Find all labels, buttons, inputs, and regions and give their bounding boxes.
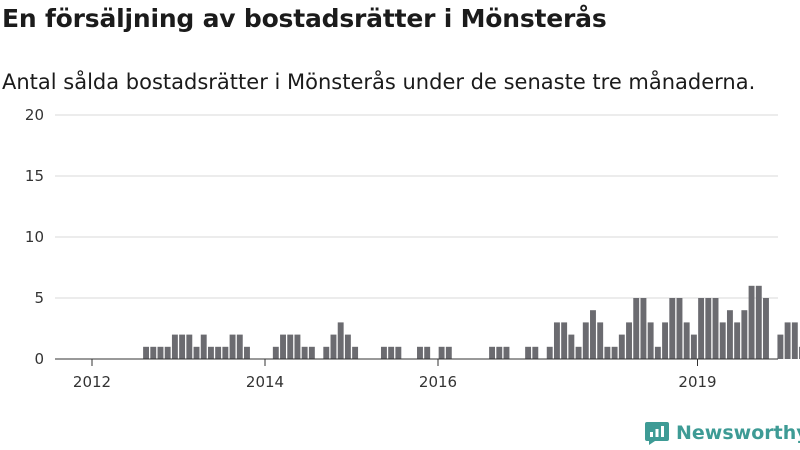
bar [280,334,286,359]
bar [763,298,769,359]
bar [164,346,171,359]
bar [791,322,798,359]
bar [590,310,596,359]
bar [438,346,445,359]
bar [445,346,452,359]
bar [496,346,503,359]
bar [143,346,150,359]
bar [215,346,222,359]
y-tick-label: 10 [25,228,44,246]
bar [287,334,294,359]
bar [712,298,719,359]
bar [633,298,640,359]
bar [755,285,762,359]
bar [171,334,178,359]
bar [741,310,748,359]
x-axis: 2012201420162019202120232025 [55,358,778,391]
gridlines: 0 5 10 15 20 [25,106,778,368]
bar [236,334,243,359]
bar [179,334,186,359]
bar [222,346,229,359]
bar [200,334,207,359]
newsworthy-logo: Newsworthy [644,420,800,446]
y-tick-label: 20 [25,106,44,124]
bar [726,310,733,359]
bar [546,346,553,359]
bar [734,322,741,359]
bar [647,322,654,359]
bar [193,346,200,359]
bar [553,322,560,359]
bar [323,346,330,359]
bar [690,334,697,359]
bar [748,285,755,359]
bar [272,346,279,359]
bar [229,334,236,359]
bar [662,322,669,359]
bar [640,298,647,359]
bar [308,346,315,359]
bar [532,346,539,359]
bar [344,334,351,359]
bar [777,334,784,359]
bar [626,322,632,359]
bar [654,346,661,359]
x-tick-label: 2012 [73,373,111,391]
bar [525,346,532,359]
bar [698,298,705,359]
bar [503,346,510,359]
bar [669,298,676,359]
y-tick-label: 15 [25,167,44,185]
bar [424,346,431,359]
bar [597,322,604,359]
bar [561,322,568,359]
bar [618,334,625,359]
bar [301,346,308,359]
bar [582,322,589,359]
bar-series [143,285,800,359]
bar [417,346,423,359]
bar [186,334,193,359]
bar [568,334,575,359]
bar [330,334,337,359]
chart-title: En försäljning av bostadsrätter i Mönste… [2,4,607,33]
bar [395,346,402,359]
bar [683,322,690,359]
bar [611,346,618,359]
brand-name: Newsworthy [676,422,800,444]
bar [150,346,157,359]
bar [784,322,791,359]
bar [575,346,582,359]
bar [380,346,387,359]
chart-subtitle: Antal sålda bostadsrätter i Mönsterås un… [2,70,756,94]
bar [207,346,214,359]
bar [157,346,164,359]
bar [352,346,359,359]
bar [294,334,301,359]
bar [489,346,496,359]
y-tick-label: 5 [34,289,44,307]
x-tick-label: 2019 [678,373,716,391]
bar-chart-logo-icon [645,422,669,445]
bar [604,346,611,359]
bar [705,298,712,359]
bar [244,346,250,359]
bar [337,322,344,359]
bar [719,322,726,359]
bar [676,298,683,359]
x-tick-label: 2016 [419,373,457,391]
bar [388,346,395,359]
y-tick-label: 0 [34,350,44,368]
x-tick-label: 2014 [246,373,284,391]
